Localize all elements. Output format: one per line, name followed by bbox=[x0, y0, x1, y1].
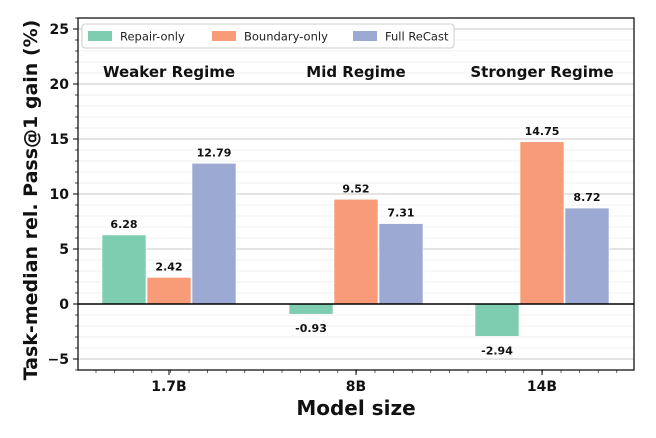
x-tick-label: 8B bbox=[346, 379, 366, 395]
data-labels: 6.28 -0.93 -2.94 2.42 9.52 14.75 12.79 7.31 8.72 bbox=[110, 125, 600, 358]
bar-full-recast bbox=[191, 163, 237, 305]
legend: Repair-only Boundary-only Full ReCast bbox=[81, 23, 455, 49]
data-label: 14.75 bbox=[525, 125, 560, 138]
bar-boundary-only bbox=[333, 198, 379, 305]
data-label: 6.28 bbox=[110, 218, 137, 231]
y-tick-label: 10 bbox=[50, 187, 70, 203]
y-tick-label: 20 bbox=[50, 77, 70, 93]
data-label: 12.79 bbox=[197, 146, 232, 159]
y-axis-title: Task-median rel. Pass@1 gain (%) bbox=[20, 20, 42, 381]
x-axis: 1.7B 8B 14B bbox=[95, 370, 618, 395]
legend-label: Full ReCast bbox=[385, 30, 449, 44]
bar-full-recast bbox=[564, 207, 610, 305]
y-tick-label: −5 bbox=[48, 352, 69, 368]
regime-label: Stronger Regime bbox=[470, 63, 613, 81]
data-label: 7.31 bbox=[387, 207, 414, 220]
bar-repair-only bbox=[288, 303, 334, 315]
bar-boundary-only bbox=[519, 141, 565, 305]
x-axis-title: Model size bbox=[296, 396, 415, 420]
regime-label: Mid Regime bbox=[306, 63, 405, 81]
data-label: 9.52 bbox=[342, 182, 369, 195]
legend-swatch bbox=[212, 31, 236, 41]
x-tick-label: 1.7B bbox=[151, 379, 186, 395]
regime-label: Weaker Regime bbox=[103, 63, 235, 81]
legend-box bbox=[81, 23, 455, 49]
data-label: 8.72 bbox=[573, 191, 600, 204]
y-axis: −5 0 5 10 15 20 25 bbox=[48, 17, 78, 371]
data-label: 2.42 bbox=[155, 260, 182, 273]
bar-repair-only bbox=[101, 234, 147, 305]
y-tick-label: 15 bbox=[50, 132, 69, 148]
bar-boundary-only bbox=[146, 277, 192, 305]
bar-full-recast bbox=[378, 223, 424, 305]
data-label: -0.93 bbox=[295, 322, 327, 335]
y-tick-label: 5 bbox=[59, 242, 69, 258]
legend-swatch bbox=[88, 31, 112, 41]
x-tick-label: 14B bbox=[527, 379, 557, 395]
legend-swatch bbox=[353, 31, 377, 41]
y-tick-label: 25 bbox=[50, 22, 69, 38]
regime-annotations: Weaker Regime Mid Regime Stronger Regime bbox=[103, 63, 614, 81]
bars bbox=[101, 141, 610, 337]
y-tick-label: 0 bbox=[59, 297, 69, 313]
legend-label: Repair-only bbox=[120, 30, 185, 44]
bar-repair-only bbox=[474, 303, 520, 337]
data-label: -2.94 bbox=[481, 344, 513, 357]
legend-label: Boundary-only bbox=[244, 30, 328, 44]
